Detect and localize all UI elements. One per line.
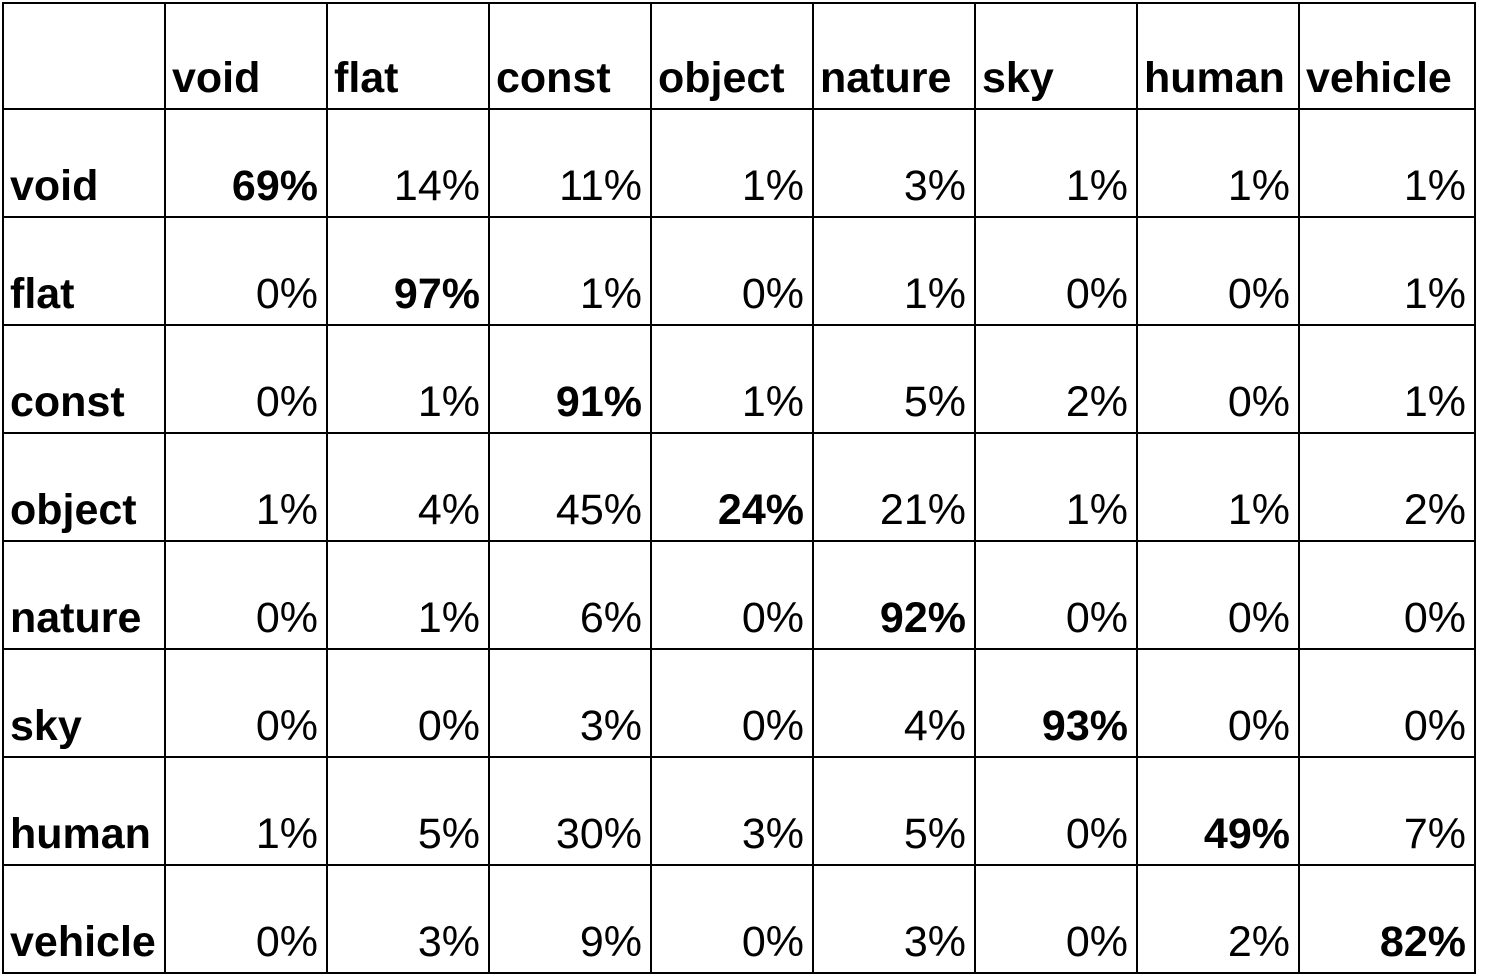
table-cell: 5% [812,324,976,434]
row-header: vehicle [2,864,166,974]
diagonal-cell: 93% [974,648,1138,758]
table-cell: 0% [974,756,1138,866]
table-row: flat 0% 97% 1% 0% 1% 0% 0% 1% [2,216,1476,326]
table-cell: 3% [488,648,652,758]
diagonal-cell: 91% [488,324,652,434]
column-header: flat [326,2,490,110]
table-cell: 0% [164,324,328,434]
table-cell: 21% [812,432,976,542]
table-cell: 1% [1136,432,1300,542]
table-cell: 6% [488,540,652,650]
column-header: void [164,2,328,110]
column-header: nature [812,2,976,110]
table-cell: 4% [326,432,490,542]
table-cell: 1% [326,540,490,650]
table-row: void 69% 14% 11% 1% 3% 1% 1% 1% [2,108,1476,218]
table-cell: 2% [974,324,1138,434]
table-cell: 30% [488,756,652,866]
column-header: human [1136,2,1300,110]
table-row: human 1% 5% 30% 3% 5% 0% 49% 7% [2,756,1476,866]
table-cell: 0% [1298,648,1476,758]
row-header: const [2,324,166,434]
table-cell: 1% [1298,108,1476,218]
table-row: const 0% 1% 91% 1% 5% 2% 0% 1% [2,324,1476,434]
table-cell: 0% [974,864,1138,974]
table-cell: 1% [650,108,814,218]
table-row: object 1% 4% 45% 24% 21% 1% 1% 2% [2,432,1476,542]
column-header: sky [974,2,1138,110]
table-body: void 69% 14% 11% 1% 3% 1% 1% 1% flat 0% 97% 1% 0% 1% 0%… [2,108,1476,974]
table-cell: 7% [1298,756,1476,866]
row-header: sky [2,648,166,758]
table-cell: 1% [326,324,490,434]
table-cell: 1% [488,216,652,326]
table-cell: 5% [812,756,976,866]
diagonal-cell: 49% [1136,756,1300,866]
table-cell: 0% [164,540,328,650]
table-cell: 0% [650,648,814,758]
table-cell: 14% [326,108,490,218]
row-header: human [2,756,166,866]
table-cell: 0% [1136,324,1300,434]
table-cell: 1% [164,756,328,866]
column-header: vehicle [1298,2,1476,110]
diagonal-cell: 24% [650,432,814,542]
column-header: object [650,2,814,110]
row-header: void [2,108,166,218]
table-cell: 5% [326,756,490,866]
table-row: sky 0% 0% 3% 0% 4% 93% 0% 0% [2,648,1476,758]
table-cell: 2% [1136,864,1300,974]
table-cell: 1% [1136,108,1300,218]
table-cell: 0% [164,648,328,758]
table-cell: 0% [974,540,1138,650]
table-cell: 45% [488,432,652,542]
table-cell: 1% [974,432,1138,542]
table-cell: 0% [1136,540,1300,650]
table-cell: 1% [812,216,976,326]
table-cell: 0% [1136,216,1300,326]
table-cell: 0% [164,864,328,974]
table-cell: 0% [326,648,490,758]
table-cell: 1% [974,108,1138,218]
diagonal-cell: 82% [1298,864,1476,974]
column-header: const [488,2,652,110]
table-cell: 0% [650,216,814,326]
table-cell: 3% [812,108,976,218]
table-cell: 4% [812,648,976,758]
row-header: object [2,432,166,542]
row-header: nature [2,540,166,650]
diagonal-cell: 97% [326,216,490,326]
table-cell: 0% [1298,540,1476,650]
table-cell: 0% [974,216,1138,326]
table-cell: 11% [488,108,652,218]
table-cell: 9% [488,864,652,974]
table-cell: 0% [650,540,814,650]
corner-cell [2,2,166,110]
table-cell: 1% [164,432,328,542]
table-cell: 0% [1136,648,1300,758]
table-cell: 2% [1298,432,1476,542]
table-cell: 1% [1298,216,1476,326]
table-cell: 1% [1298,324,1476,434]
confusion-matrix-table: void flat const object nature sky human … [2,2,1476,974]
row-header: flat [2,216,166,326]
diagonal-cell: 69% [164,108,328,218]
table-cell: 3% [812,864,976,974]
table-cell: 3% [326,864,490,974]
table-cell: 0% [650,864,814,974]
table-row: nature 0% 1% 6% 0% 92% 0% 0% 0% [2,540,1476,650]
table-row: vehicle 0% 3% 9% 0% 3% 0% 2% 82% [2,864,1476,974]
diagonal-cell: 92% [812,540,976,650]
table-cell: 0% [164,216,328,326]
header-row: void flat const object nature sky human … [2,2,1476,110]
table-cell: 3% [650,756,814,866]
table-cell: 1% [650,324,814,434]
